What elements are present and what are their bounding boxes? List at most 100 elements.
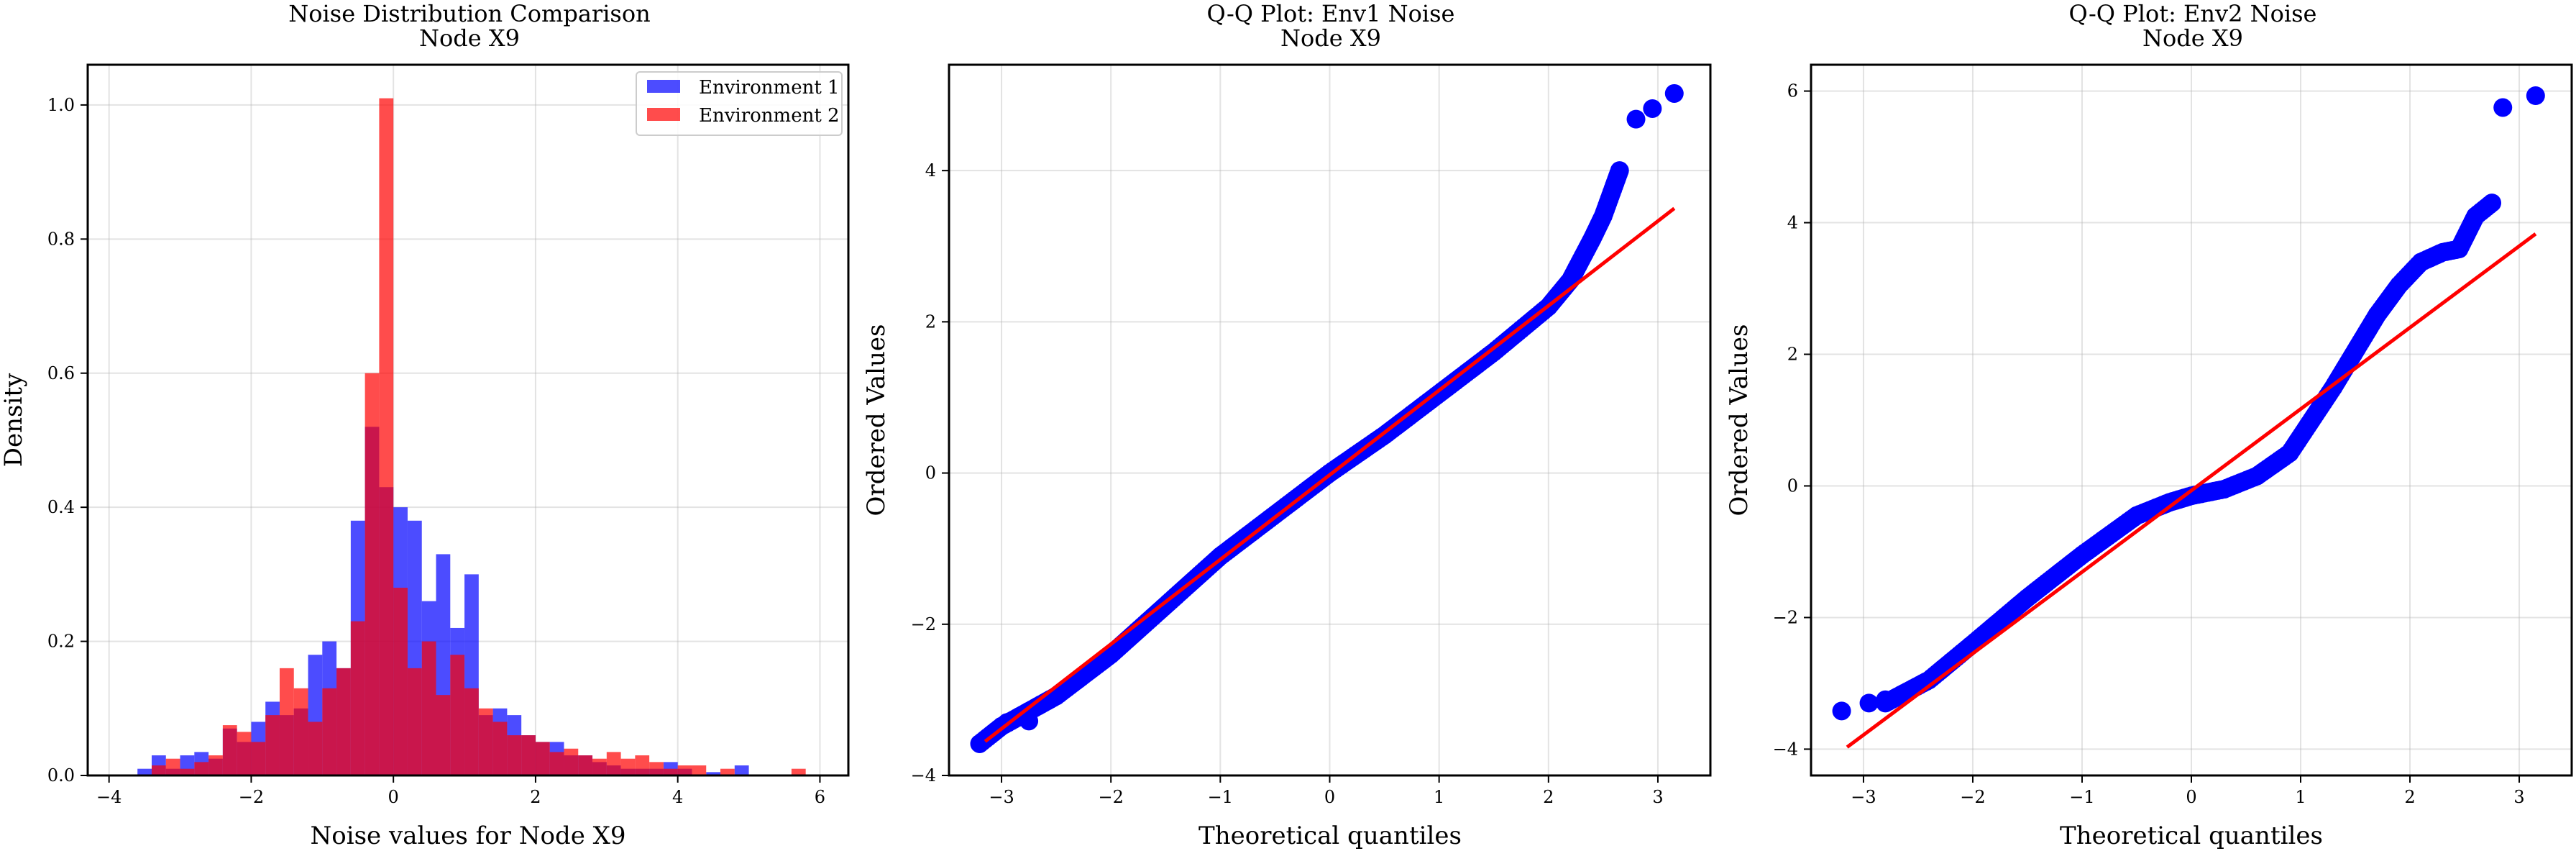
histogram-panel: Noise Distribution Comparison Node X9 −4… (0, 0, 850, 850)
histogram-bar (706, 772, 721, 775)
qq-env2-points (1832, 86, 2545, 721)
qq-env1-y-axis-label: Ordered Values (862, 324, 891, 516)
histogram-bar (151, 765, 166, 775)
histogram-axes-frame (86, 63, 850, 777)
qq-env1-ticks: −3 −2 −1 0 1 2 3 −4 −2 0 2 4 (911, 160, 1664, 807)
histogram-bar (393, 588, 408, 775)
histogram-bar (350, 621, 365, 775)
qq-point (2483, 194, 2502, 213)
qq-env2-fit-line (1846, 232, 2537, 749)
qq-env2-ticks: −3 −2 −1 0 1 2 3 −4 −2 0 2 4 6 (1773, 81, 2525, 807)
histogram-legend: Environment 1 Environment 2 (636, 71, 843, 136)
histogram-bar (137, 768, 152, 775)
x-tick-label: −2 (1098, 787, 1123, 807)
qq-point (1876, 690, 1895, 709)
qq-point (1610, 161, 1629, 181)
histogram-title: Noise Distribution Comparison (288, 0, 650, 27)
histogram-bar (578, 755, 593, 775)
histogram-bar (649, 762, 664, 775)
x-tick-label: −2 (239, 787, 264, 807)
histogram-bar (336, 668, 351, 775)
histogram-y-axis-label: Density (0, 373, 28, 467)
legend-swatch-environment-2 (647, 108, 680, 121)
qq-point (1626, 109, 1646, 129)
qq-env2-panel: Q-Q Plot: Env2 Noise Node X9 −3 −2 −1 0 1 2 3−… (1725, 0, 2573, 850)
qq-env1-panel: Q-Q Plot: Env1 Noise Node X9 −3 −2 −1 0 1 2 3−… (862, 0, 1712, 850)
histogram-bar (194, 762, 209, 775)
x-tick-label: −3 (1851, 787, 1876, 807)
histogram-bar (635, 755, 650, 775)
histogram-bar (549, 752, 564, 775)
qq-point (1859, 693, 1879, 713)
legend-box (636, 71, 843, 136)
histogram-bar (251, 742, 266, 775)
qq-point (1832, 701, 1851, 721)
histogram-ticks: −4 −2 0 2 4 6 0.0 0.2 0.4 0.6 0.8 1.0 (47, 95, 825, 807)
x-tick-label: 1 (2295, 787, 2306, 807)
histogram-bar (407, 668, 422, 775)
histogram-bar (535, 742, 550, 775)
histogram-bar (507, 735, 522, 775)
y-tick-label: 4 (925, 160, 936, 181)
y-tick-label: −2 (1773, 607, 1798, 627)
qq-env2-y-axis-label: Ordered Values (1725, 324, 1754, 516)
y-tick-label: 0.0 (47, 765, 75, 786)
qq-env1-subtitle: Node X9 (1280, 24, 1381, 52)
histogram-bar (208, 755, 223, 775)
x-tick-label: −4 (96, 787, 122, 807)
y-tick-label: 1.0 (47, 95, 75, 115)
histogram-bar (620, 758, 636, 775)
y-tick-label: 4 (1787, 213, 1798, 233)
x-tick-label: −1 (2069, 787, 2094, 807)
histogram-bar (492, 722, 508, 775)
x-tick-label: 0 (1324, 787, 1335, 807)
histogram-bar (265, 715, 280, 775)
x-tick-label: 1 (1434, 787, 1444, 807)
y-tick-label: −2 (911, 614, 936, 634)
qq-point (1664, 83, 1684, 103)
x-tick-label: −1 (1208, 787, 1233, 807)
y-tick-label: 0 (925, 463, 936, 483)
histogram-bar (734, 765, 749, 775)
qq-point (2526, 86, 2545, 105)
qq-env2-title: Q-Q Plot: Env2 Noise (2069, 0, 2317, 27)
x-tick-label: 4 (672, 787, 683, 807)
y-tick-label: 0.6 (47, 363, 75, 383)
histogram-bar (677, 765, 692, 775)
histogram-subtitle: Node X9 (419, 24, 520, 52)
qq-env1-x-axis-label: Theoretical quantiles (1198, 822, 1462, 850)
x-tick-label: 3 (2513, 787, 2524, 807)
qq-point (2493, 98, 2513, 117)
y-tick-label: 6 (1787, 81, 1798, 101)
qq-fit-line (984, 206, 1676, 743)
qq-fit-line (1846, 232, 2537, 749)
qq-point (970, 734, 989, 753)
histogram-bar (293, 688, 308, 775)
qq-env1-title: Q-Q Plot: Env1 Noise (1207, 0, 1455, 27)
histogram-bar (180, 768, 195, 775)
histogram-bar (379, 98, 394, 776)
x-tick-label: 0 (2186, 787, 2196, 807)
histogram-bar (279, 668, 294, 775)
y-tick-label: 0.2 (47, 632, 75, 652)
qq-point (1643, 99, 1662, 118)
legend-label-environment-2: Environment 2 (699, 105, 840, 127)
histogram-x-axis-label: Noise values for Node X9 (311, 822, 626, 850)
y-tick-label: 2 (1787, 345, 1798, 365)
histogram-bar (165, 758, 180, 775)
histogram-bar (436, 695, 451, 775)
y-tick-label: 0.8 (47, 229, 75, 249)
x-tick-label: 0 (388, 787, 399, 807)
histogram-bar (365, 373, 380, 775)
histogram-series-environment-2 (151, 98, 806, 776)
histogram-bar (663, 768, 678, 775)
x-tick-label: 2 (530, 787, 541, 807)
y-tick-label: −4 (911, 765, 936, 786)
qq-env2-x-axis-label: Theoretical quantiles (2060, 822, 2323, 850)
histogram-bar (322, 688, 337, 775)
histogram-bar (222, 725, 237, 775)
x-tick-label: 2 (1543, 787, 1554, 807)
histogram-bar (421, 641, 436, 775)
histogram-bar (464, 688, 479, 775)
